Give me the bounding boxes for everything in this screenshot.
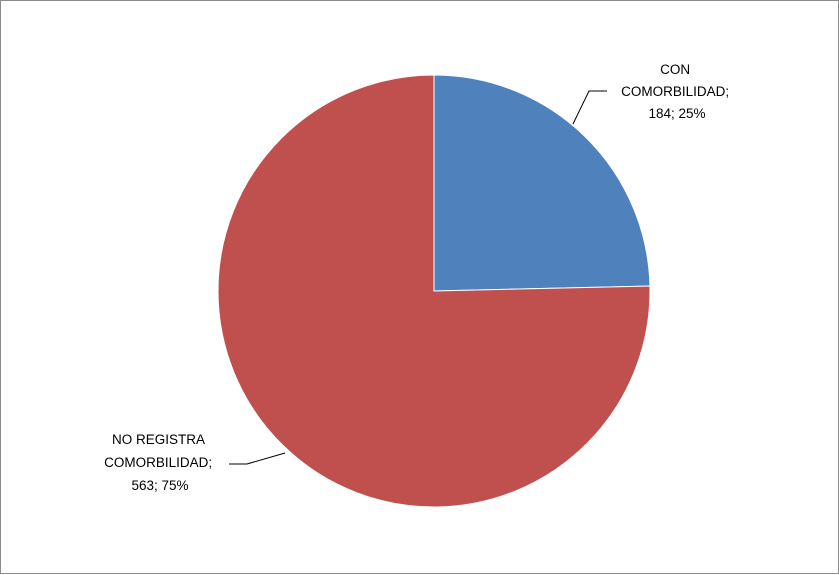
slice-label-con-comorbilidad: CON COMORBILIDAD; 184; 25% — [621, 62, 733, 121]
data-labels: CON COMORBILIDAD; 184; 25% NO REGISTRA C… — [104, 62, 733, 493]
pie-slice-no-registra-comorbilidad — [217, 74, 651, 508]
leader-lines — [229, 90, 607, 465]
pie-slice-con-comorbilidad — [433, 74, 651, 292]
leader-line-con-comorbilidad — [572, 90, 607, 125]
leader-line-no-registra — [229, 452, 286, 465]
pie-slices — [217, 74, 651, 508]
slice-label-no-registra: NO REGISTRA COMORBILIDAD; 563; 75% — [104, 432, 216, 493]
